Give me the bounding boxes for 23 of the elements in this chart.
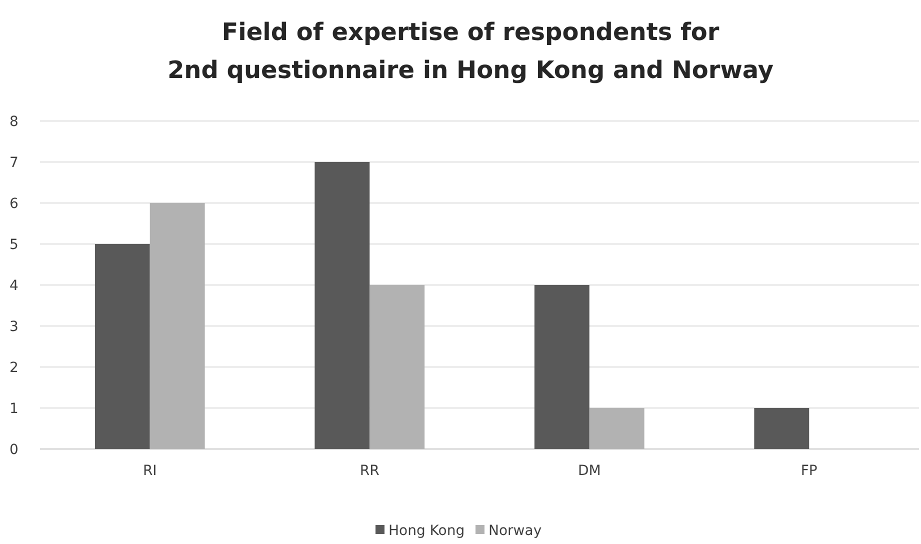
y-tick-label: 5 [10,236,18,253]
y-tick-label: 6 [10,196,19,212]
y-tick-label: 3 [10,318,18,335]
y-tick-label: 2 [10,360,18,376]
bar [94,244,150,449]
legend-label: Norway [488,522,542,539]
bar [534,285,590,449]
bar [754,408,810,449]
y-tick-label: 1 [10,400,18,417]
bar [150,203,205,449]
y-tick-label: 7 [10,154,18,171]
x-tick-label: DM [578,463,601,479]
y-tick-label: 0 [10,442,18,458]
chart-title: Field of expertise of respondents for 2nd questionnaire in Hong Kong and Norway [167,18,774,84]
legend-label: Hong Kong [388,522,465,539]
x-tick-label: RI [142,463,157,479]
bar [314,162,370,449]
y-tick-label: 4 [10,278,19,294]
x-tick-label: RR [360,463,380,479]
bar [589,408,644,449]
y-tick-label: 8 [10,114,18,130]
bar [370,285,425,449]
x-tick-label: FP [800,463,818,479]
